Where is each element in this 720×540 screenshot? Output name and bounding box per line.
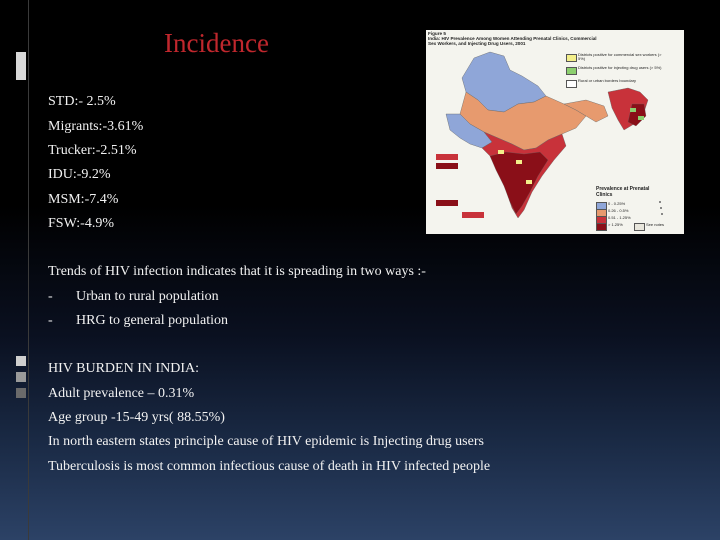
map-marker [516,160,522,164]
slide-title: Incidence [164,28,269,58]
prevalence-legend-title: Prevalence at Prenatal Clinics [596,186,650,198]
map-caption: Figure 5 India: HIV Prevalence Among Wom… [428,31,598,47]
hiv-prevalence-map-image: Figure 5 India: HIV Prevalence Among Wom… [426,30,684,234]
map-region-very-high [489,151,549,215]
legend-label: 0 - 0.25% [608,201,626,206]
decorative-square [16,356,26,366]
decorative-bar [16,52,26,80]
legend-swatch-border [566,80,577,88]
legend-label: 0.26 - 0.5% [608,208,629,213]
burden-heading: HIV BURDEN IN INDIA: [48,361,200,376]
map-island [660,207,662,209]
stat-trucker: Trucker:-2.51% [48,143,137,158]
map-island [661,213,663,215]
figure-label: Figure 5 [428,31,446,36]
burden-line: Adult prevalence – 0.31% [48,386,195,401]
map-marker [526,180,532,184]
map-marker [498,150,504,154]
stat-fsw: FSW:-4.9% [48,216,114,231]
stat-idu: IDU:-9.2% [48,167,111,182]
legend-label: Districts positive for injecting drug us… [578,65,662,70]
trend-item: HRG to general population [76,313,229,328]
map-island [659,201,661,203]
map-region-east [563,99,609,123]
legend-label: Districts positive for commercial sex wo… [578,52,662,62]
legend-swatch-csw [566,54,577,62]
stat-msm: MSM:-7.4% [48,192,119,207]
legend-label: See notes [646,222,665,227]
legend-label: > 1.25% [608,222,623,227]
map-marker [638,116,644,120]
legend-swatch-notes [634,223,645,231]
trend-item: Urban to rural population [76,289,219,304]
legend-label: 0.51 - 1.25% [608,215,631,220]
bullet-dash: - [48,313,53,328]
trends-intro: Trends of HIV infection indicates that i… [48,264,426,279]
burden-line: Age group -15-49 yrs( 88.55%) [48,410,225,425]
map-label-box [436,163,458,169]
stat-migrants: Migrants:-3.61% [48,119,144,134]
legend-swatch-very-high [596,223,607,231]
map-label-box [436,200,458,206]
legend-label: Rural or urban borders boundary [578,78,637,83]
burden-line: Tuberculosis is most common infectious c… [48,459,491,474]
decorative-square [16,372,26,382]
map-marker [630,108,636,112]
map-label-box [462,212,484,218]
bullet-dash: - [48,289,53,304]
stat-std: STD:- 2.5% [48,94,116,109]
decorative-square [16,388,26,398]
map-caption-text: India: HIV Prevalence Among Women Attend… [428,36,597,47]
legend-swatch-idu [566,67,577,75]
left-rail-divider [28,0,29,540]
india-map-svg [436,51,663,219]
burden-line: In north eastern states principle cause … [48,434,484,449]
map-label-box [436,154,458,160]
